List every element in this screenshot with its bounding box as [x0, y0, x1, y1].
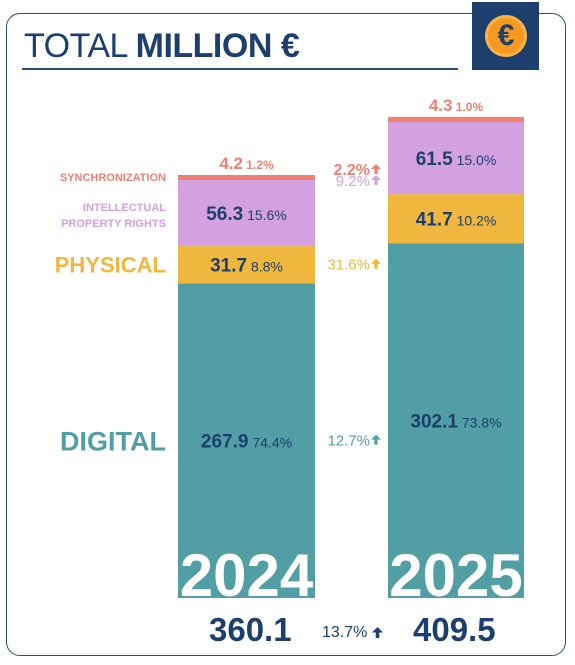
change-label-1: 31.6% [327, 257, 370, 274]
bar-2024-physical [178, 246, 315, 284]
legend-label-2-line-1: PROPERTY RIGHTS [61, 218, 166, 230]
total-change-value: 13.7% [322, 624, 368, 641]
total-change: 13.7% [322, 623, 383, 643]
year-label-2024: 2024 [180, 542, 314, 609]
bar-2024-intellectual-property-rights [178, 179, 315, 247]
title-underline [22, 68, 458, 70]
change-arrow-icon-1 [371, 258, 381, 269]
value-label-2025-2: 61.5 15.0% [416, 149, 497, 170]
value-label-2025-1: 41.7 10.2% [416, 210, 497, 231]
bar-2025-physical [388, 194, 524, 244]
total-2024: 360.1 [209, 611, 292, 648]
total-2025: 409.5 [413, 611, 496, 648]
bar-2025-synchronization [388, 116, 524, 122]
change-label-2: 9.2% [336, 173, 370, 190]
value-label-2024-2: 56.3 15.6% [206, 204, 287, 225]
legend-label-2-line-0: INTELLECTUAL [83, 202, 166, 214]
euro-coin-icon: € [485, 15, 527, 57]
bar-2024-digital [178, 283, 315, 598]
change-arrow-icon-0 [371, 434, 381, 445]
value-label-2025-0: 302.1 73.8% [410, 412, 501, 433]
change-arrow-icon-2 [371, 174, 381, 185]
bar-2025-digital [388, 243, 524, 599]
bar-2024-synchronization [178, 174, 315, 180]
change-label-0: 12.7% [327, 433, 370, 450]
value-label-2024-3: 4.2 1.2% [219, 154, 274, 173]
up-arrow-icon [371, 627, 383, 638]
chart-title: TOTAL MILLION € [24, 26, 300, 66]
euro-badge: € [472, 2, 539, 70]
value-label-2025-3: 4.3 1.0% [429, 96, 484, 115]
title-light: TOTAL [24, 27, 127, 65]
value-label-2024-0: 267.9 74.4% [201, 432, 292, 453]
legend-label-0: DIGITAL [60, 427, 166, 457]
year-label-2025: 2025 [389, 542, 522, 609]
title-bold: MILLION € [135, 27, 300, 65]
change-arrow-icon-3 [371, 163, 381, 174]
legend-label-1: PHYSICAL [55, 253, 166, 278]
value-label-2024-1: 31.7 8.8% [210, 256, 283, 277]
legend-label-3: SYNCHRONIZATION [60, 172, 166, 184]
change-label-3: 2.2% [334, 162, 370, 179]
bar-2025-intellectual-property-rights [388, 121, 524, 195]
chart-frame [6, 13, 566, 656]
